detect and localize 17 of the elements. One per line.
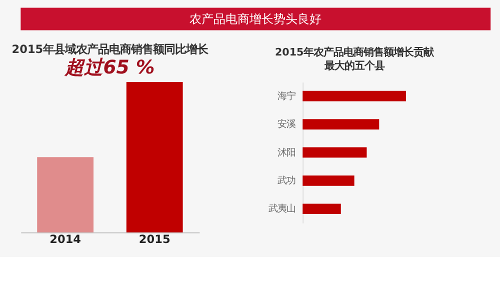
y-tick-label: 海宁: [278, 90, 296, 102]
bar: [302, 175, 354, 186]
y-tick-label: 武夷山: [268, 204, 296, 215]
chart-subtitle: 最大的五个县: [323, 60, 384, 72]
chart-title: 2015年县域农产品电商销售额同比增长: [12, 42, 210, 56]
x-tick-label: 2014: [50, 233, 82, 246]
y-tick-label: 安溪: [278, 119, 296, 130]
chart-title: 2015年农产品电商销售额增长贡献: [274, 46, 435, 59]
y-tick-label: 武功: [278, 175, 296, 186]
bar: [302, 204, 341, 214]
bar: [302, 147, 367, 158]
x-tick-label: 2015: [138, 233, 170, 246]
text: 农产品电商增长势头良好: [190, 12, 322, 26]
bar: [302, 90, 406, 102]
y-tick-label: 沭阳: [278, 147, 296, 158]
chart-subtitle: 超过65 %: [64, 58, 155, 79]
bar: [302, 119, 380, 130]
